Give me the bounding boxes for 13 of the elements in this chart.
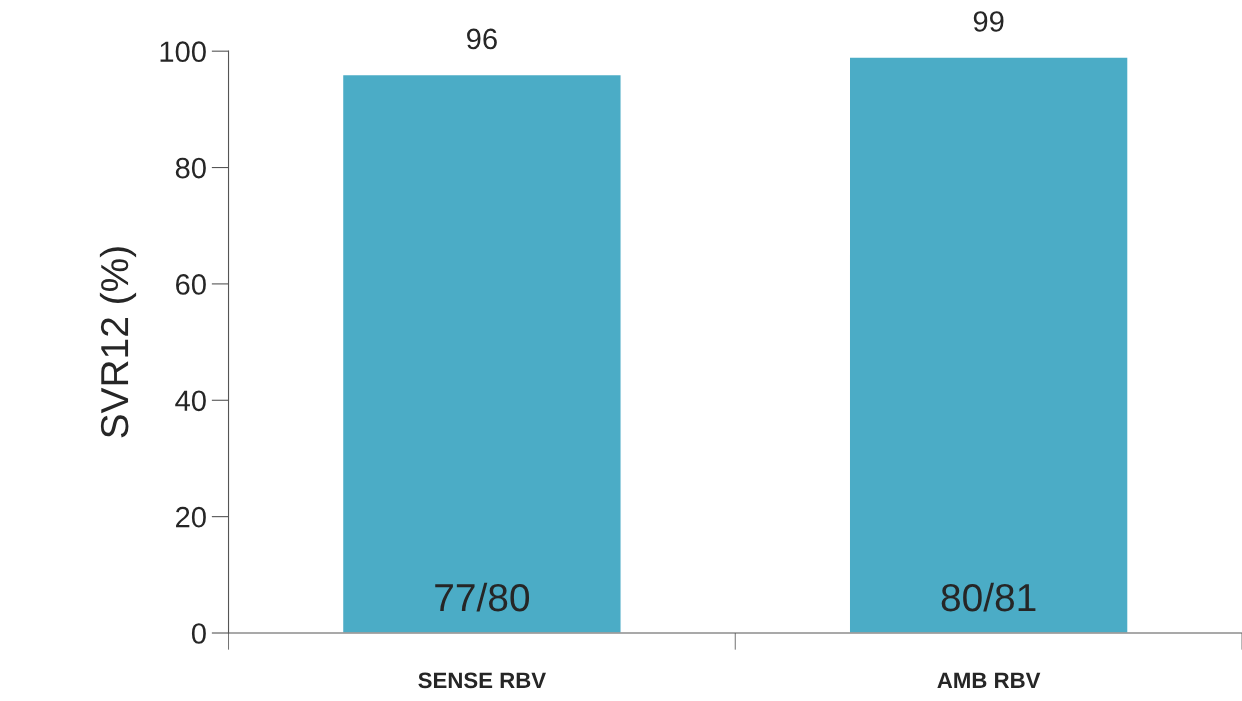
y-axis-title: SVR12 (%) bbox=[99, 247, 137, 438]
data-label: 99 bbox=[973, 11, 1004, 32]
y-tick-label: 0 bbox=[191, 623, 206, 644]
y-tick-label: 20 bbox=[176, 506, 206, 528]
y-tick-label: 40 bbox=[175, 390, 206, 412]
x-tick-label: SENSE RBV bbox=[418, 672, 546, 689]
data-label: 96 bbox=[467, 28, 497, 50]
annotation: 77/80 bbox=[435, 582, 530, 612]
y-tick-label: 80 bbox=[175, 157, 206, 179]
y-tick-label: 100 bbox=[160, 41, 206, 63]
x-tick-label: AMB RBV bbox=[937, 672, 1041, 688]
y-tick-label: 60 bbox=[176, 274, 206, 295]
annotation: 80/81 bbox=[941, 582, 1036, 612]
